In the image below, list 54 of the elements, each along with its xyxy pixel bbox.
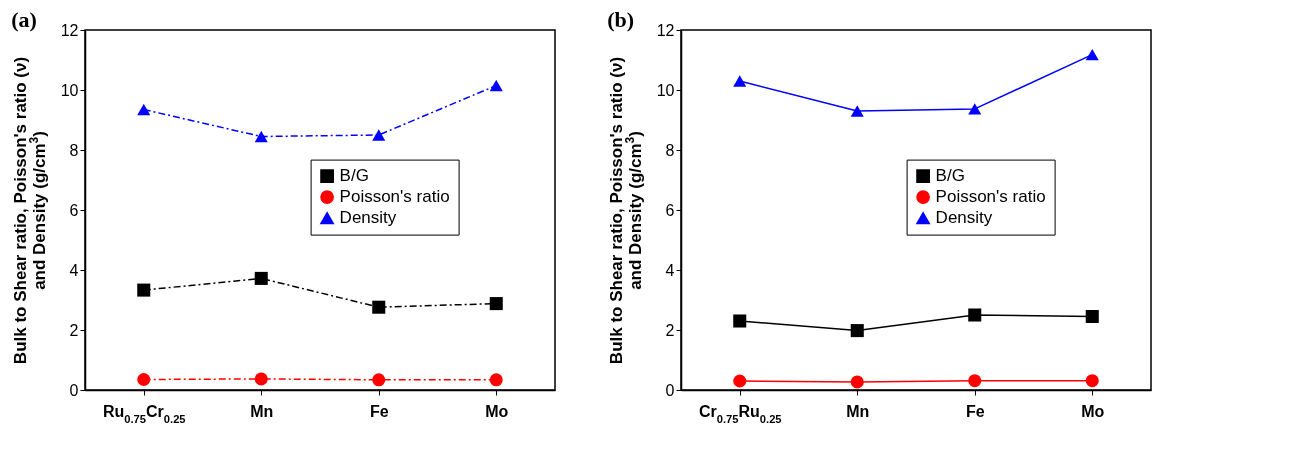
y-tick-label: 4: [69, 261, 79, 279]
point: [137, 372, 151, 387]
point: [137, 283, 151, 297]
point: [372, 373, 386, 387]
point: [489, 373, 503, 387]
x-tick-label: Mn: [846, 402, 870, 420]
point: [254, 130, 268, 143]
point: [733, 75, 747, 87]
y-tick-label: 10: [60, 81, 79, 99]
x-tick-label: Mn: [250, 402, 274, 420]
legend-label: B/G: [935, 166, 965, 186]
point: [850, 375, 864, 389]
legend-label: Poisson's ratio: [935, 187, 1046, 207]
chart-title: (b): [607, 7, 635, 32]
x-tick-label: Fe: [965, 402, 985, 420]
x-tick-label: Ru$_{0.75}$Cr$_{0.25}$: [102, 402, 186, 425]
legend-label: Density: [339, 208, 397, 228]
y-tick-label: 6: [665, 201, 675, 219]
point: [1085, 374, 1099, 388]
point: [489, 297, 503, 311]
point: [1085, 48, 1099, 61]
point: [489, 79, 503, 92]
y-tick-label: 8: [665, 141, 675, 159]
x-tick-label: Mo: [1081, 402, 1105, 420]
point: [372, 300, 386, 314]
y-tick-label: 12: [60, 21, 79, 39]
y-tick-label: 12: [656, 21, 675, 39]
legend-label: Poisson's ratio: [339, 187, 450, 207]
point: [968, 308, 982, 322]
point: [850, 105, 864, 117]
x-tick-label: Mo: [485, 402, 509, 420]
chart-title: (a): [11, 7, 37, 32]
point: [254, 372, 268, 386]
y-tick-label: 8: [69, 141, 79, 159]
point: [137, 103, 151, 116]
x-tick-label: Fe: [369, 402, 389, 420]
point: [850, 324, 864, 338]
point: [372, 129, 386, 141]
y-tick-label: 2: [665, 321, 675, 339]
y-tick-label: 4: [665, 261, 675, 279]
x-tick-label: Cr$_{0.75}$Ru$_{0.25}$: [698, 402, 782, 425]
y-tick-label: 6: [69, 201, 79, 219]
y-tick-label: 2: [69, 321, 79, 339]
legend-label: Density: [935, 208, 993, 228]
point: [1085, 309, 1099, 324]
point: [254, 271, 268, 285]
point: [968, 374, 982, 388]
y-tick-label: 0: [69, 381, 79, 399]
y-tick-label: 0: [665, 381, 675, 399]
point: [968, 103, 982, 115]
legend-label: B/G: [339, 166, 369, 186]
y-tick-label: 10: [656, 81, 675, 99]
point: [733, 314, 747, 328]
point: [733, 374, 747, 388]
